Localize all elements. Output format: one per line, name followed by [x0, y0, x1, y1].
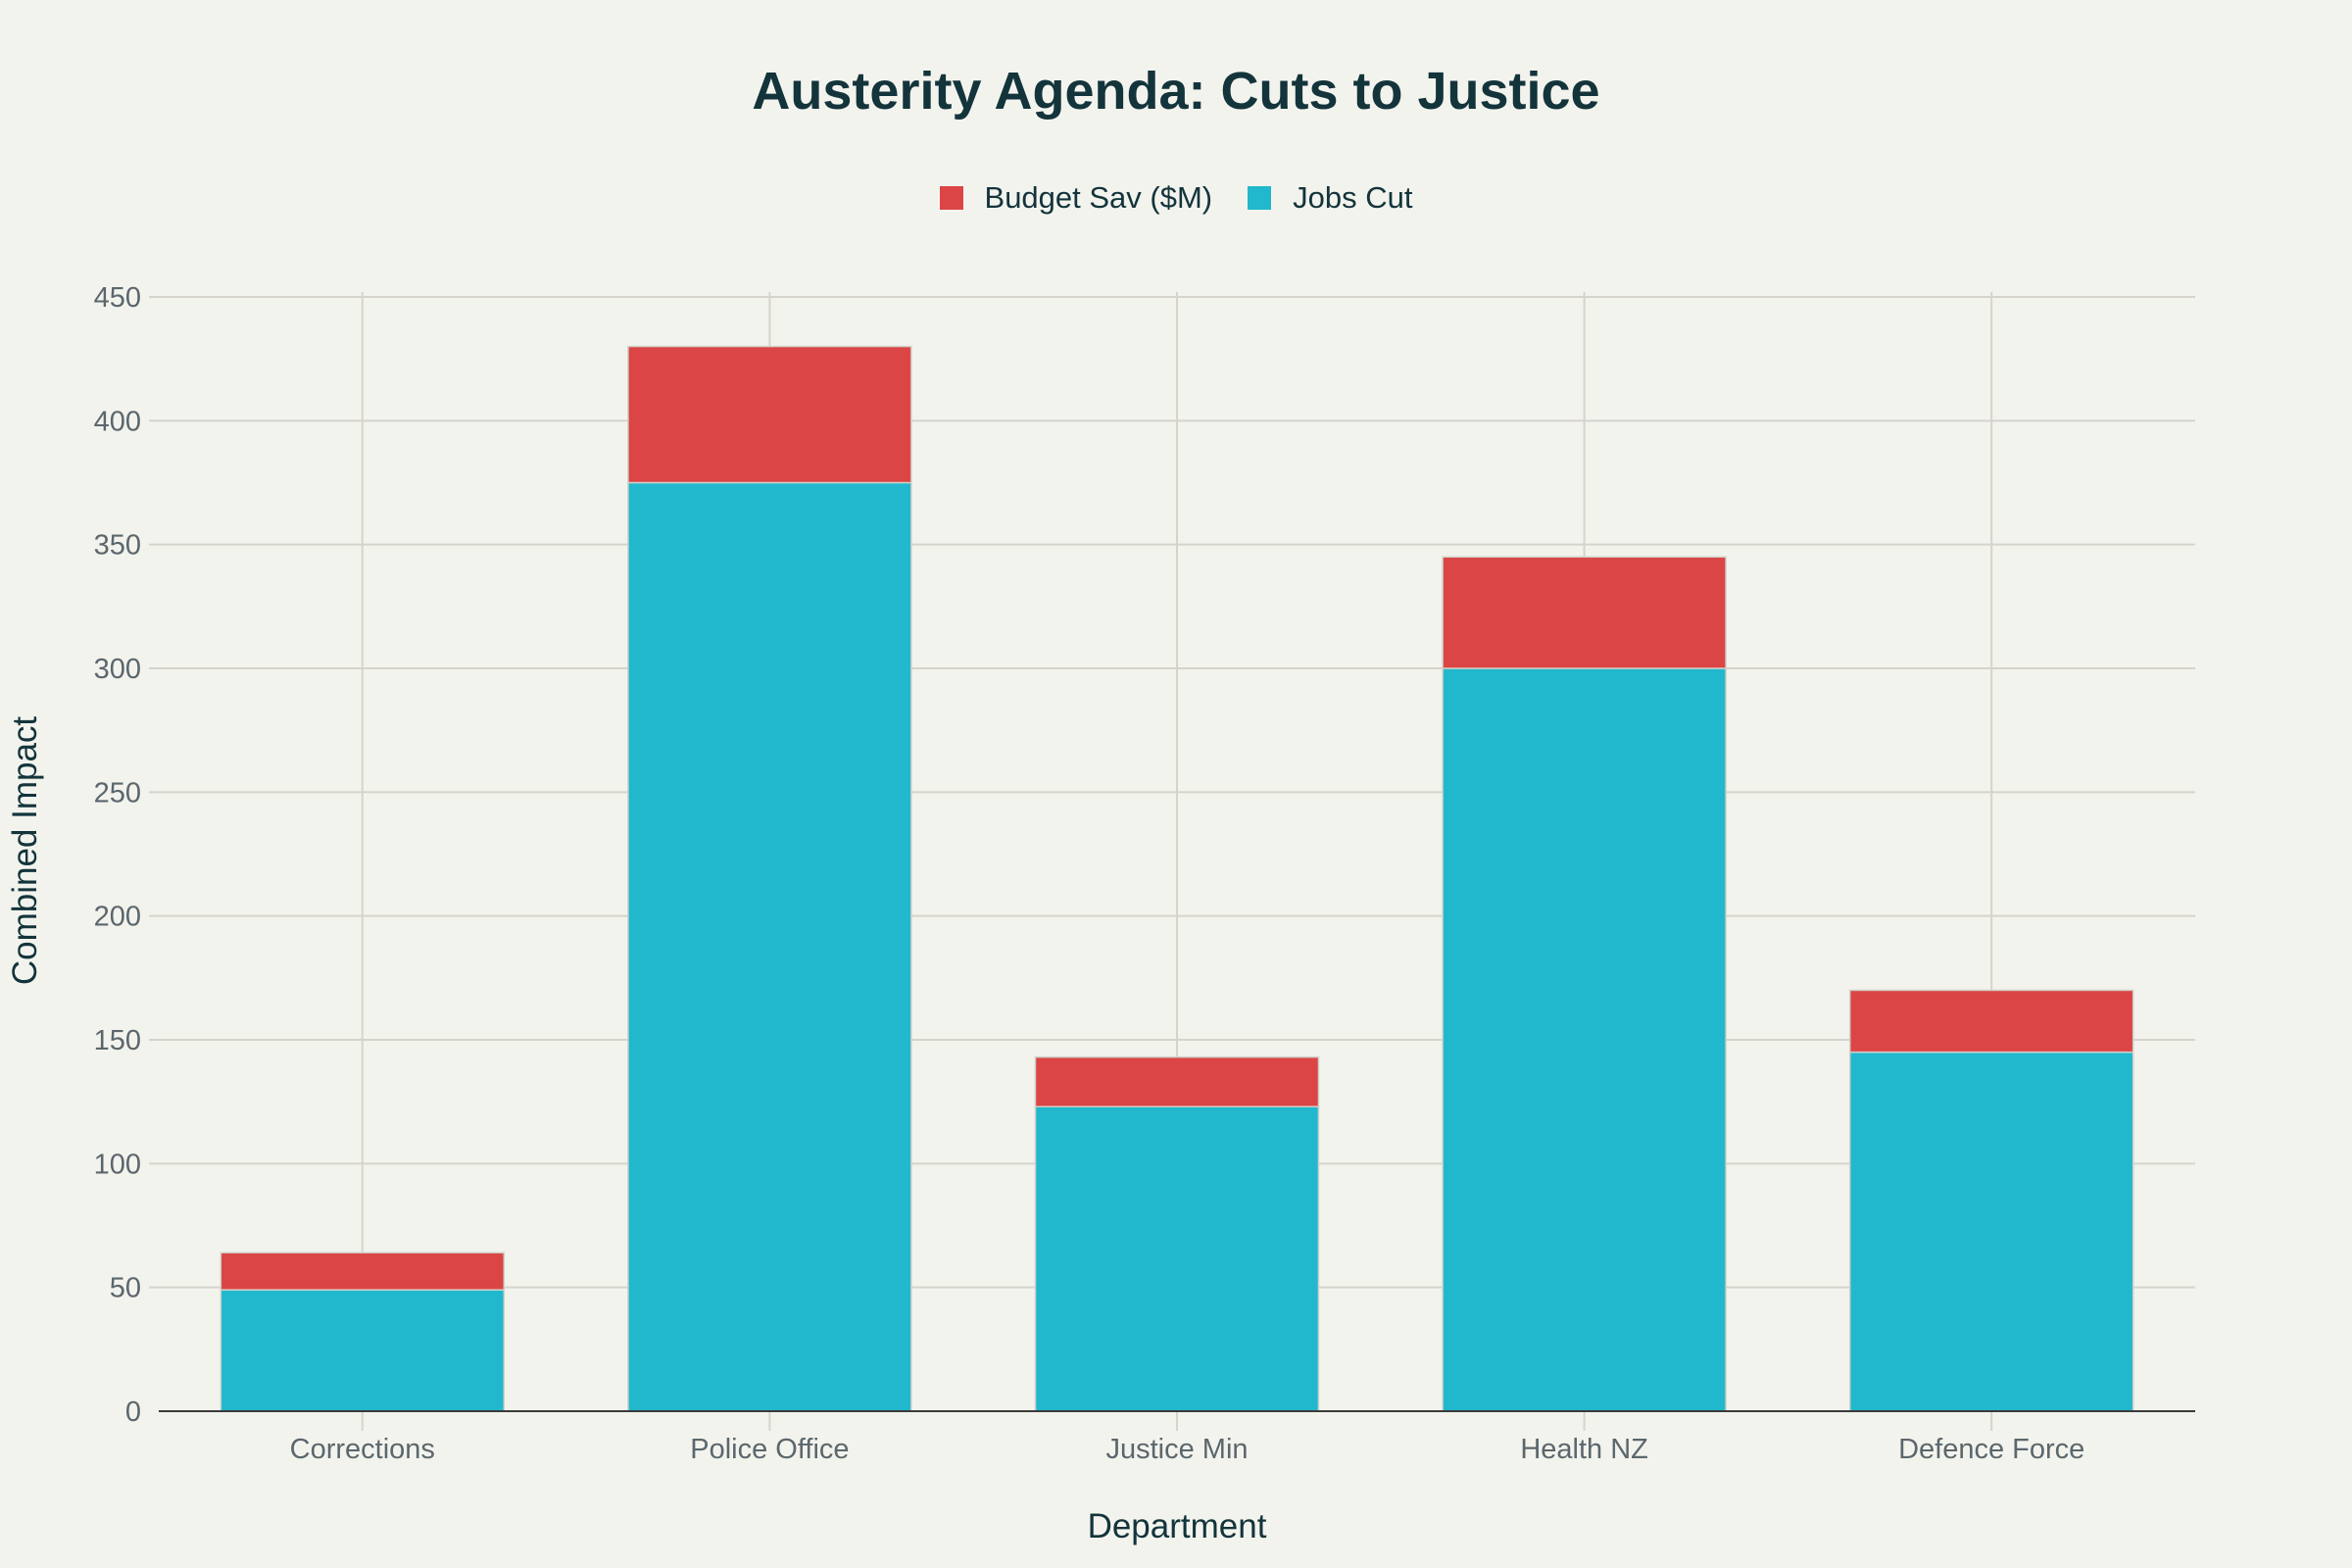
- bar-jobs-cut: [1034, 1105, 1320, 1412]
- legend: Budget Sav ($M) Jobs Cut: [0, 180, 2352, 216]
- y-tick-label: 250: [94, 777, 141, 808]
- y-tick-label: 50: [110, 1273, 141, 1304]
- bar-jobs-cut: [627, 481, 912, 1412]
- bar-budget-sav-m: [627, 345, 912, 484]
- y-tick-label: 400: [94, 406, 141, 437]
- y-tick-label: 200: [94, 902, 141, 933]
- x-tick-label: Health NZ: [1520, 1434, 1648, 1465]
- bar-jobs-cut: [1442, 667, 1727, 1412]
- bar-budget-sav-m: [1848, 989, 2134, 1054]
- y-tick-label: 300: [94, 654, 141, 685]
- y-tick-label: 0: [125, 1396, 141, 1428]
- y-tick-label: 350: [94, 530, 141, 562]
- bar-budget-sav-m: [1034, 1055, 1320, 1107]
- legend-item-budget[interactable]: Budget Sav ($M): [939, 180, 1213, 216]
- x-tick-label: Corrections: [290, 1434, 435, 1465]
- y-tick-label: 150: [94, 1025, 141, 1056]
- legend-label-jobs: Jobs Cut: [1293, 180, 1413, 215]
- legend-label-budget: Budget Sav ($M): [984, 180, 1213, 215]
- x-axis-label: Department: [1087, 1507, 1267, 1545]
- chart-title: Austerity Agenda: Cuts to Justice: [752, 62, 1600, 121]
- y-tick-label: 450: [94, 282, 141, 314]
- x-tick-label: Police Office: [690, 1434, 849, 1465]
- bar-budget-sav-m: [1442, 556, 1727, 669]
- x-tick-label: Justice Min: [1105, 1434, 1248, 1465]
- bar-jobs-cut: [1848, 1051, 2134, 1412]
- legend-item-jobs[interactable]: Jobs Cut: [1248, 180, 1412, 216]
- y-tick-label: 100: [94, 1149, 141, 1180]
- bar-budget-sav-m: [220, 1251, 506, 1291]
- legend-swatch-budget: [939, 186, 963, 210]
- bar-jobs-cut: [220, 1289, 506, 1412]
- x-tick-label: Defence Force: [1898, 1434, 2084, 1465]
- legend-swatch-jobs: [1248, 186, 1272, 210]
